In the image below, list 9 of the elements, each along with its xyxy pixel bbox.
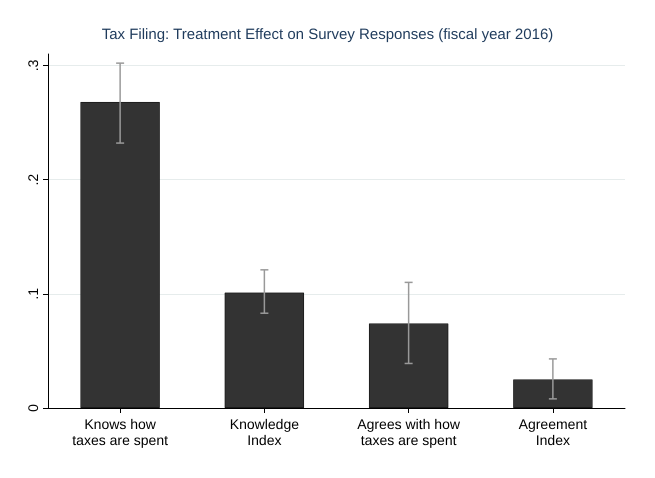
y-tick-label: .3 <box>25 59 41 72</box>
x-tick-label: Knows how taxes are spent <box>72 416 168 448</box>
chart-title: Tax Filing: Treatment Effect on Survey Responses (fiscal year 2016) <box>102 26 554 43</box>
y-tick-label: .1 <box>25 288 41 300</box>
y-tick-label: 0 <box>25 404 41 412</box>
x-tick-label: Agrees with how taxes are spent <box>357 416 461 448</box>
y-tick-label: .2 <box>25 174 41 186</box>
x-tick-label: Agreement Index <box>518 416 588 448</box>
x-tick-label: Knowledge Index <box>230 416 300 448</box>
